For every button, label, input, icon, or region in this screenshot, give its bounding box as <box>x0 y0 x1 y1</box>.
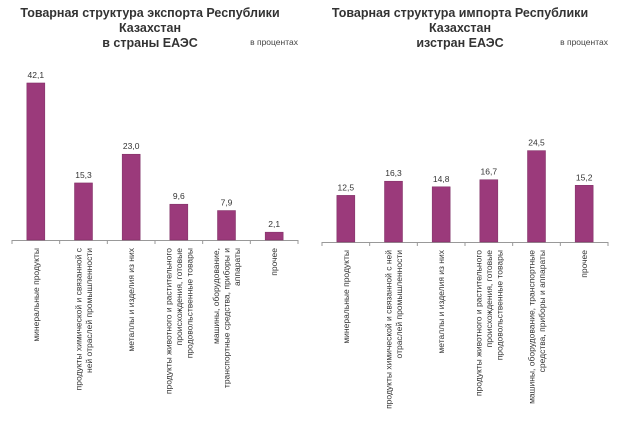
export-value-label-2: 23,0 <box>123 141 140 151</box>
export-category-label-3-line-1: происхождения, готовые <box>174 248 184 346</box>
export-category-label-4: машины, оборудование, транспортные средст… <box>211 248 242 388</box>
import-category-label-4-line-0: машины, оборудование, транспортные <box>526 250 536 404</box>
export-category-label-1-line-1: ней отраслей промышленности <box>84 248 94 373</box>
export-category-label-5: прочее <box>269 248 279 276</box>
import-category-label-1-line-1: отраслей промышленности <box>394 250 404 359</box>
import-category-label-3-line-1: происхождения, готовые <box>484 250 494 348</box>
export-category-label-1-line-0: продукты химической и связанной с <box>73 247 83 390</box>
import-category-label-1-line-0: продукты химической и связанной с ней <box>383 250 393 409</box>
export-category-label-4-line-0: машины, оборудование, <box>211 248 221 344</box>
import-category-label-3-line-0: продукты животного и растительного <box>473 250 483 396</box>
export-value-label-3: 9,6 <box>173 191 185 201</box>
import-value-label-3: 16,7 <box>481 167 498 177</box>
import-value-label-0: 12,5 <box>338 182 355 192</box>
export-bar-chart: 42,1 минеральные продукты 15,3 продукты хим… <box>11 70 299 394</box>
export-category-label-0: минеральные продукты <box>31 248 41 342</box>
import-bar-1 <box>384 180 403 243</box>
export-category-label-4-line-2: аппараты <box>232 248 242 286</box>
export-chart-panel: Товарная структура экспорта Республики К… <box>0 6 300 394</box>
export-bar-4 <box>217 210 236 241</box>
import-category-label-4-line-1: средства, приборы и аппараты <box>537 250 547 372</box>
export-category-label-3: продукты животного и растительного происх… <box>163 248 194 394</box>
import-category-label-5: прочее <box>579 250 589 278</box>
export-category-label-0-line-0: минеральные продукты <box>31 248 41 342</box>
export-bar-2 <box>121 153 141 241</box>
import-bar-3 <box>479 179 499 243</box>
import-category-label-2: металлы и изделия из них <box>436 249 446 353</box>
export-title-line-1: Товарная структура экспорта Республики К… <box>20 6 280 35</box>
import-category-label-4: машины, оборудование, транспортные средст… <box>526 250 547 404</box>
export-category-label-4-line-1: транспортные средства, приборы и <box>222 248 232 388</box>
import-category-label-1: продукты химической и связанной с ней отр… <box>383 250 404 409</box>
import-value-label-1: 16,3 <box>385 168 402 178</box>
export-value-label-0: 42,1 <box>28 70 45 80</box>
export-chart-title: Товарная структура экспорта Республики К… <box>0 6 300 51</box>
export-category-label-1: продукты химической и связанной с ней отр… <box>73 247 94 390</box>
import-bar-chart: 12,5 минеральные продукты 16,3 продукты хим… <box>321 138 609 409</box>
import-title-line-2: изстран ЕАЭС <box>416 36 504 50</box>
import-title-line-1: Товарная структура импорта Республики Ка… <box>331 6 589 35</box>
export-bar-1 <box>74 182 93 241</box>
export-value-label-5: 2,1 <box>268 219 280 229</box>
export-value-label-4: 7,9 <box>221 198 233 208</box>
import-chart-title: Товарная структура импорта Республики Ка… <box>310 6 610 51</box>
export-category-label-2: металлы и изделия из них <box>126 247 136 351</box>
import-category-label-2-line-0: металлы и изделия из них <box>436 249 446 353</box>
import-unit-label: в процентах <box>560 37 608 47</box>
export-bar-5 <box>264 231 284 241</box>
export-category-label-3-line-0: продукты животного и растительного <box>163 248 173 394</box>
import-category-label-5-line-0: прочее <box>579 250 589 278</box>
export-bar-0 <box>26 82 46 241</box>
export-bar-3 <box>169 203 189 241</box>
export-unit-label: в процентах <box>250 37 298 47</box>
import-category-label-0-line-0: минеральные продукты <box>341 250 351 344</box>
import-category-label-3: продукты животного и растительного происх… <box>473 250 504 396</box>
export-category-label-2-line-0: металлы и изделия из них <box>126 247 136 351</box>
import-category-label-0: минеральные продукты <box>341 250 351 344</box>
export-category-label-5-line-0: прочее <box>269 248 279 276</box>
import-bar-0 <box>336 195 356 243</box>
export-title-line-2: в страны ЕАЭС <box>102 36 198 50</box>
import-value-label-2: 14,8 <box>433 174 450 184</box>
import-bar-2 <box>431 186 451 243</box>
import-chart-panel: Товарная структура импорта Республики Ка… <box>310 0 620 429</box>
import-category-label-3-line-2: продовольственные товары <box>494 250 504 360</box>
import-bar-4 <box>527 150 546 243</box>
import-bar-5 <box>574 185 594 243</box>
import-value-label-5: 15,2 <box>576 172 593 182</box>
import-value-label-4: 24,5 <box>528 138 545 148</box>
export-value-label-1: 15,3 <box>75 170 92 180</box>
export-category-label-3-line-2: продовольственные товары <box>184 248 194 358</box>
